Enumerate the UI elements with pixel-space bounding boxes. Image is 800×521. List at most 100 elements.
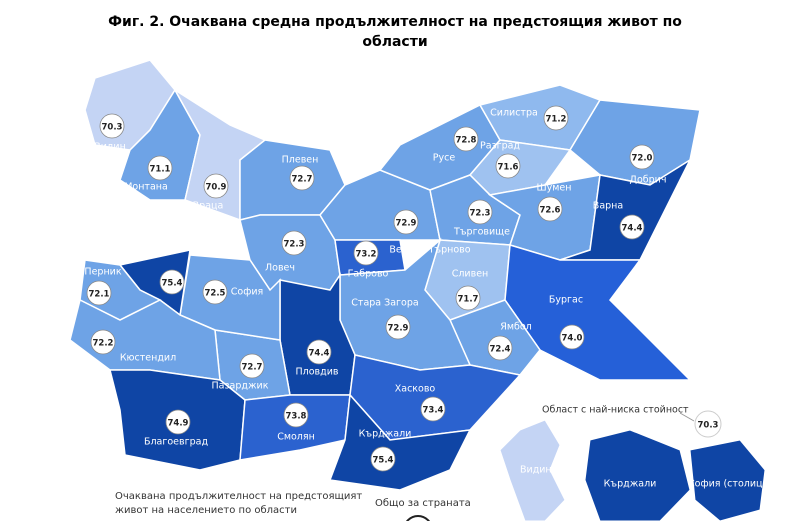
region-name: Смолян [277,432,315,443]
inset-label: София (столица) [688,479,772,490]
region-name: Видин [94,142,126,153]
value-circle [467,199,493,225]
region-value: 72.3 [470,209,491,219]
region [559,157,692,261]
region-value: 72.4 [490,345,511,355]
value-circle [289,165,315,191]
region-value: 72.6 [540,206,561,216]
region-value: 73.4 [423,406,444,416]
legend-value: 70.3 [698,421,719,431]
value-circle [370,446,396,472]
region-name: Плевен [282,155,319,166]
region-name: Кърджали [359,429,412,440]
region-name: Търговище [453,227,510,238]
region-value: 72.7 [242,363,263,373]
value-circle [283,402,309,428]
value-circle [353,240,379,266]
value-circle [203,173,229,199]
region-value: 71.1 [150,165,171,175]
region-value: 72.9 [388,324,409,334]
region-name: Велико Търново [389,245,470,256]
title: области [362,34,427,50]
value-circle [543,105,569,131]
value-circle [99,113,125,139]
region-name: Пазарджик [212,381,269,392]
region-value: 72.7 [292,175,313,185]
region-value: 70.3 [102,123,123,133]
region-value: 74.9 [168,419,189,429]
region-name: Габрово [348,269,389,280]
value-circle [487,335,513,361]
total-circle [406,515,430,521]
value-circle [306,339,332,365]
value-circle [455,285,481,311]
caption: живот на населението по области [115,505,297,516]
inset-shape [584,429,691,521]
value-circle [453,126,479,152]
value-circle [495,153,521,179]
region-value: 71.7 [458,295,479,305]
region-value: 71.6 [498,163,519,173]
region-value: 72.2 [93,339,114,349]
inset-shape [499,419,566,521]
region-name: Добрич [630,175,667,186]
value-circle [559,324,585,350]
leader [679,412,695,422]
inset-label: Кърджали [604,479,657,490]
region [328,393,472,491]
region-name: Варна [593,201,623,212]
inset-shape [689,439,766,521]
region-name: Благоевград [144,437,209,448]
region-name: Бургас [549,295,583,306]
region-name: Перник [84,267,121,278]
region-value: 74.4 [309,349,330,359]
value-circle [537,196,563,222]
region-name: Враца [193,201,224,212]
value-circle [281,230,307,256]
value-circle [629,144,655,170]
region-value: 72.1 [89,290,110,300]
value-circle [619,214,645,240]
region-value: 71.2 [546,115,567,125]
region-name: Разград [480,141,520,152]
region-value: 74.4 [622,224,643,234]
region-value: 72.9 [396,219,417,229]
region-value: 75.4 [162,279,183,289]
region-name: София (столица) [113,231,197,242]
map: Видин 70.3 Монтана 71.1 Враца 70.9 Плевен 72.7 Л… [69,59,701,491]
inset-label: Видин [520,465,552,476]
value-circle [239,353,265,379]
region-value: 72.0 [632,154,653,164]
value-circle [90,329,116,355]
region-name: Ямбол [500,322,532,333]
region-value: 70.9 [206,183,227,193]
region-value: 72.8 [456,136,477,146]
region-name: Сливен [452,269,489,280]
region-name: Монтана [124,182,168,193]
region-value: 72.3 [284,240,305,250]
value-circle [165,409,191,435]
region-name: Пловдив [296,367,339,378]
region-name: София [231,287,263,298]
caption: Очаквана продължителност на предстоящият [115,491,362,502]
region-name: Силистра [490,108,538,119]
title: Фиг. 2. Очаквана средна продължителност … [108,14,682,30]
value-circle [202,279,228,305]
region [69,298,221,381]
region-name: Русе [433,153,456,164]
region-value: 75.4 [373,456,394,466]
value-circle [385,314,411,340]
region-value: 72.5 [205,289,226,299]
region-value: 74.0 [562,334,583,344]
region-name: Хасково [395,384,436,395]
value-circle [86,280,112,306]
region-name: Шумен [536,183,571,194]
total-label: Общо за страната [375,498,471,509]
legend-circle [694,410,722,438]
value-circle [420,396,446,422]
region-value: 73.2 [356,250,377,260]
value-circle [159,269,185,295]
region-name: Стара Загора [351,298,418,309]
region-name: Кюстендил [120,353,176,364]
